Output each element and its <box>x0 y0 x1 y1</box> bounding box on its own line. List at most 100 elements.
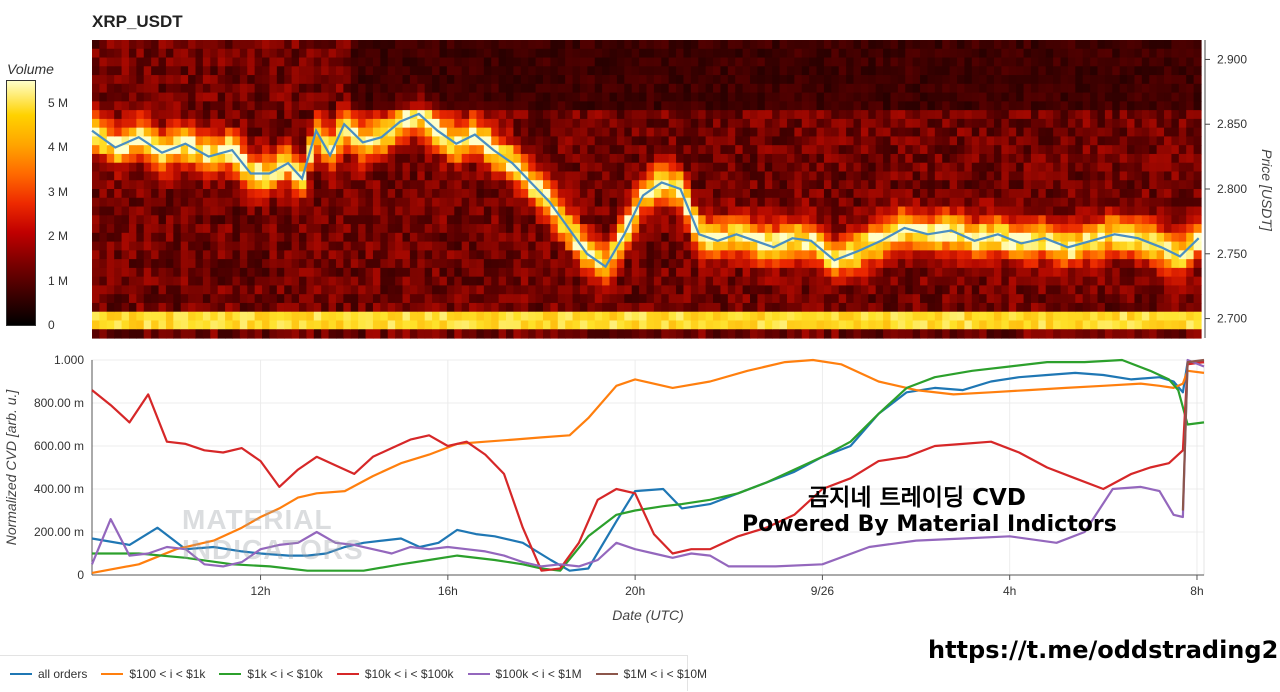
heatmap-cell <box>831 276 840 287</box>
heatmap-cell <box>306 127 315 138</box>
heatmap-cell <box>579 136 588 146</box>
heatmap-cell <box>239 241 248 251</box>
heatmap-cell <box>594 136 603 146</box>
heatmap-cell <box>1097 276 1106 287</box>
heatmap-cell <box>173 241 182 251</box>
heatmap-cell <box>1127 118 1136 129</box>
heatmap-cell <box>202 294 211 304</box>
heatmap-cell <box>683 285 692 295</box>
heatmap-cell <box>269 320 278 330</box>
heatmap-cell <box>528 276 537 287</box>
heatmap-cell <box>927 171 936 181</box>
heatmap-cell <box>299 267 307 278</box>
heatmap-cell <box>432 75 441 85</box>
heatmap-cell <box>491 110 500 120</box>
heatmap-cell <box>461 83 470 94</box>
heatmap-cell <box>321 250 330 260</box>
heatmap-cell <box>1149 162 1158 173</box>
heatmap-cell <box>284 197 293 208</box>
heatmap-cell <box>417 57 426 67</box>
heatmap-cell <box>350 329 359 339</box>
heatmap-cell <box>1075 206 1084 216</box>
heatmap-cell <box>801 241 810 251</box>
heatmap-cell <box>550 241 559 251</box>
heatmap-cell <box>949 145 958 155</box>
heatmap-cell <box>350 162 359 173</box>
heatmap-cell <box>343 224 352 234</box>
heatmap-cell <box>202 110 211 120</box>
heatmap-cell <box>121 232 130 243</box>
heatmap-cell <box>964 75 973 85</box>
heatmap-cell <box>417 232 426 243</box>
heatmap-cell <box>639 83 648 94</box>
heatmap-cell <box>542 136 551 146</box>
heatmap-cell <box>210 153 219 164</box>
heatmap-cell <box>809 215 818 225</box>
heatmap-cell <box>165 285 174 295</box>
heatmap-cell <box>454 267 463 278</box>
heatmap-cell <box>786 311 795 322</box>
heatmap-cell <box>1001 83 1010 94</box>
heatmap-cell <box>387 259 396 269</box>
heatmap-cell <box>750 206 758 216</box>
heatmap-cell <box>927 241 936 251</box>
heatmap-cell <box>816 311 825 322</box>
heatmap-cell <box>1016 145 1025 155</box>
heatmap-cell <box>158 294 167 304</box>
heatmap-cell <box>498 285 507 295</box>
heatmap-cell <box>498 136 507 146</box>
heatmap-cell <box>594 162 603 173</box>
heatmap-cell <box>1127 57 1136 67</box>
heatmap-cell <box>217 162 226 173</box>
heatmap-cell <box>720 180 729 190</box>
heatmap-cell <box>128 92 137 102</box>
heatmap-cell <box>1097 267 1106 278</box>
heatmap-cell <box>1090 189 1099 199</box>
heatmap-cell <box>232 75 241 85</box>
heatmap-cell <box>173 294 182 304</box>
heatmap-cell <box>786 285 795 295</box>
heatmap-cell <box>328 153 337 164</box>
heatmap-cell <box>579 197 588 208</box>
heatmap-cell <box>1008 302 1017 313</box>
heatmap-cell <box>661 197 670 208</box>
heatmap-cell <box>291 127 300 138</box>
heatmap-cell <box>454 197 463 208</box>
heatmap-cell <box>1149 259 1158 269</box>
heatmap-cell <box>542 232 551 243</box>
heatmap-cell <box>469 224 478 234</box>
heatmap-cell <box>809 259 818 269</box>
heatmap-cell <box>372 118 381 129</box>
heatmap-cell <box>949 57 958 67</box>
heatmap-cell <box>483 75 492 85</box>
heatmap-cell <box>1134 276 1143 287</box>
heatmap-cell <box>868 224 877 234</box>
heatmap-cell <box>816 127 825 138</box>
heatmap-cell <box>809 189 818 199</box>
heatmap-cell <box>883 75 892 85</box>
heatmap-cell <box>690 57 699 67</box>
heatmap-cell <box>690 224 699 234</box>
heatmap-cell <box>358 153 367 164</box>
heatmap-cell <box>846 241 855 251</box>
heatmap-cell <box>402 311 411 322</box>
heatmap-cell <box>439 285 448 295</box>
heatmap-cell <box>143 232 152 243</box>
heatmap-cell <box>1008 171 1017 181</box>
heatmap-cell <box>646 145 655 155</box>
heatmap-cell <box>1082 302 1091 313</box>
heatmap-cell <box>631 118 640 129</box>
heatmap-cell <box>395 320 404 330</box>
heatmap-cell <box>875 294 884 304</box>
heatmap-cell <box>897 311 906 322</box>
heatmap-cell <box>1038 311 1047 322</box>
heatmap-cell <box>165 83 174 94</box>
heatmap-cell <box>387 171 396 181</box>
heatmap-cell <box>1060 110 1069 120</box>
heatmap-cell <box>616 189 625 199</box>
heatmap-cell <box>860 101 869 111</box>
heatmap-cell <box>602 92 611 102</box>
heatmap-cell <box>713 171 722 181</box>
heatmap-cell <box>587 259 596 269</box>
heatmap-cell <box>535 153 544 164</box>
